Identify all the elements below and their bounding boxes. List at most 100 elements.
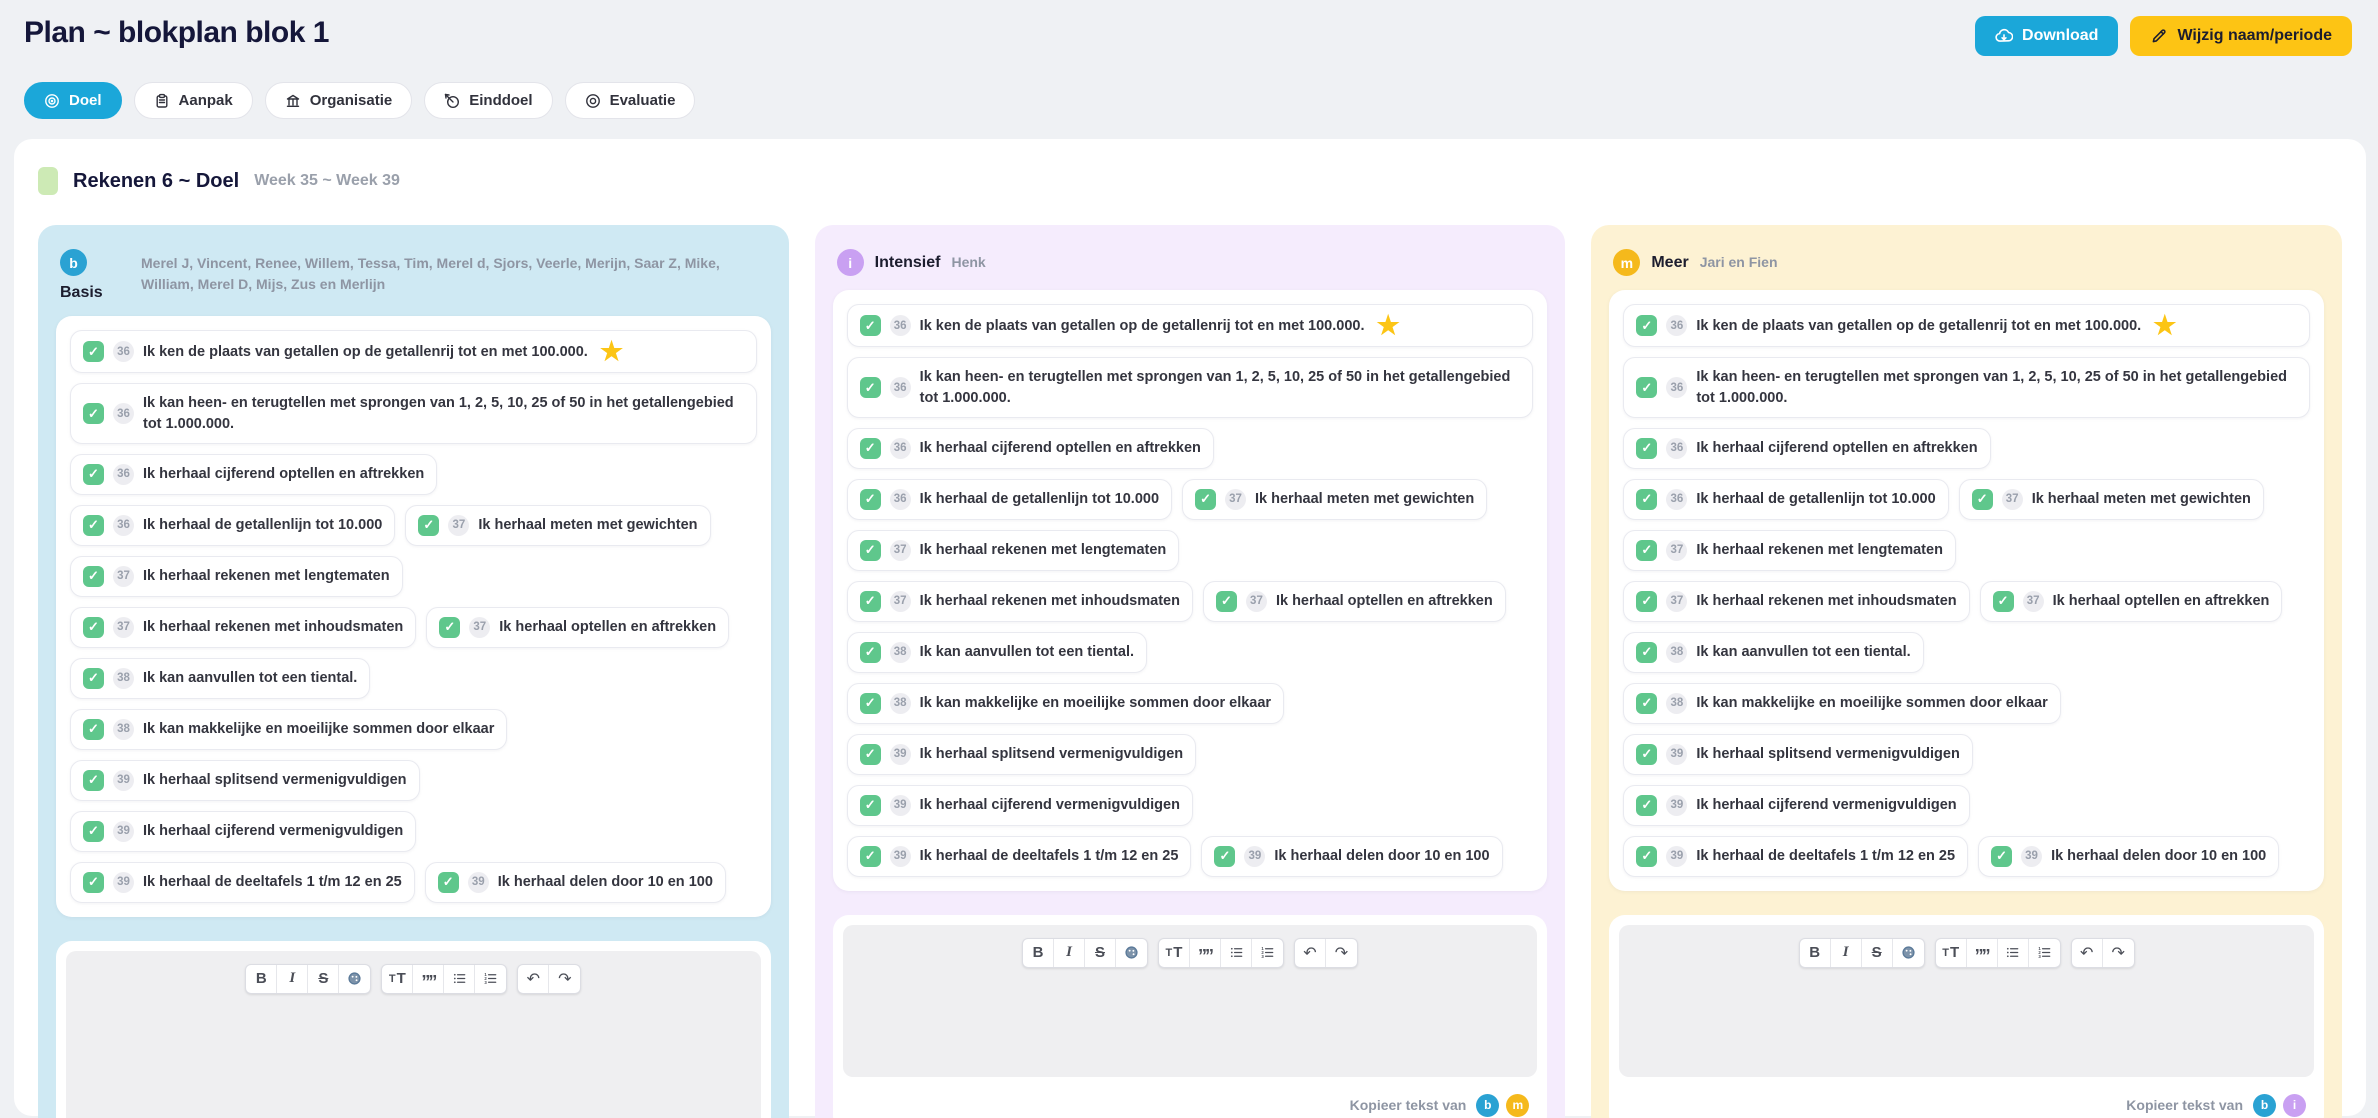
text-color-icon[interactable] (339, 965, 370, 993)
undo-icon[interactable]: ↶ (2072, 938, 2103, 967)
bullet-list-icon[interactable] (444, 964, 476, 993)
checkbox-checked-icon[interactable]: ✓ (1636, 845, 1658, 867)
text-color-icon[interactable] (1893, 939, 1924, 967)
goal-chip[interactable]: ✓ 37 Ik herhaal meten met gewichten (1182, 478, 1488, 520)
goal-chip[interactable]: ✓ 37 Ik herhaal optellen en aftrekken (426, 606, 730, 648)
goal-chip[interactable]: ✓ 36 Ik herhaal cijferend optellen en af… (70, 453, 438, 495)
goal-chip[interactable]: ✓ 39 Ik herhaal splitsend vermenigvuldig… (846, 733, 1197, 775)
goal-chip[interactable]: ✓ 38 Ik kan aanvullen tot een tiental. (846, 631, 1148, 673)
goal-chip[interactable]: ✓ 39 Ik herhaal cijferend vermenigvuldig… (846, 784, 1193, 826)
tab-organisatie[interactable]: Organisatie (264, 82, 413, 119)
goal-chip[interactable]: ✓ 36 Ik kan heen- en terugtellen met spr… (70, 383, 757, 444)
checkbox-checked-icon[interactable]: ✓ (418, 514, 440, 536)
tab-evaluatie[interactable]: Evaluatie (564, 82, 696, 119)
goal-chip[interactable]: ✓ 36 Ik herhaal de getallenlijn tot 10.0… (70, 504, 396, 546)
tab-einddoel[interactable]: Einddoel (424, 82, 553, 119)
italic-icon[interactable]: I (277, 964, 309, 993)
text-color-icon[interactable] (1116, 939, 1147, 967)
goal-chip[interactable]: ✓ 37 Ik herhaal rekenen met lengtematen (70, 555, 403, 597)
goal-chip[interactable]: ✓ 36 Ik herhaal de getallenlijn tot 10.0… (846, 478, 1173, 520)
goal-chip[interactable]: ✓ 37 Ik herhaal meten met gewichten (1958, 478, 2264, 520)
checkbox-checked-icon[interactable]: ✓ (437, 871, 459, 893)
bullet-list-icon[interactable] (1998, 938, 2029, 967)
goal-chip[interactable]: ✓ 37 Ik herhaal rekenen met inhoudsmaten (846, 580, 1193, 622)
blockquote-icon[interactable]: ”” (1190, 938, 1221, 967)
goal-chip[interactable]: ✓ 38 Ik kan makkelijke en moeilijke somm… (1623, 682, 2061, 724)
goal-chip[interactable]: ✓ 37 Ik herhaal rekenen met inhoudsmaten (1623, 580, 1970, 622)
goal-chip[interactable]: ✓ 37 Ik herhaal optellen en aftrekken (1202, 580, 1506, 622)
checkbox-checked-icon[interactable]: ✓ (859, 315, 881, 337)
goal-chip[interactable]: ✓ 39 Ik herhaal delen door 10 en 100 (1978, 835, 2280, 877)
copy-from-b-badge[interactable]: b (1476, 1093, 1500, 1117)
checkbox-checked-icon[interactable]: ✓ (1636, 488, 1658, 510)
checkbox-checked-icon[interactable]: ✓ (1636, 692, 1658, 714)
checkbox-checked-icon[interactable]: ✓ (859, 437, 881, 459)
strikethrough-icon[interactable]: S (308, 964, 340, 993)
notes-textarea[interactable]: B I S T T”” 1 2 3 ↶ ↷ (842, 924, 1538, 1077)
checkbox-checked-icon[interactable]: ✓ (83, 463, 104, 485)
tab-aanpak[interactable]: Aanpak (133, 82, 253, 119)
goal-chip[interactable]: ✓ 36 Ik ken de plaats van getallen op de… (1623, 304, 2311, 348)
checkbox-checked-icon[interactable]: ✓ (1636, 743, 1658, 765)
blockquote-icon[interactable]: ”” (1967, 938, 1998, 967)
undo-icon[interactable]: ↶ (1295, 938, 1326, 967)
checkbox-checked-icon[interactable]: ✓ (859, 488, 881, 510)
goal-chip[interactable]: ✓ 38 Ik kan makkelijke en moeilijke somm… (70, 708, 508, 750)
undo-icon[interactable]: ↶ (518, 964, 550, 993)
goal-chip[interactable]: ✓ 37 Ik herhaal rekenen met inhoudsmaten (70, 606, 417, 648)
italic-icon[interactable]: I (1054, 938, 1085, 967)
checkbox-checked-icon[interactable]: ✓ (83, 667, 104, 689)
checkbox-checked-icon[interactable]: ✓ (1214, 845, 1236, 867)
goal-chip[interactable]: ✓ 39 Ik herhaal cijferend vermenigvuldig… (1623, 784, 1970, 826)
checkbox-checked-icon[interactable]: ✓ (1636, 437, 1658, 459)
checkbox-checked-icon[interactable]: ✓ (859, 641, 881, 663)
checkbox-checked-icon[interactable]: ✓ (439, 616, 461, 638)
checkbox-checked-icon[interactable]: ✓ (1215, 590, 1237, 612)
checkbox-checked-icon[interactable]: ✓ (1636, 641, 1658, 663)
checkbox-checked-icon[interactable]: ✓ (1971, 488, 1993, 510)
strikethrough-icon[interactable]: S (1085, 938, 1116, 967)
checkbox-checked-icon[interactable]: ✓ (83, 341, 104, 363)
checkbox-checked-icon[interactable]: ✓ (83, 871, 104, 893)
checkbox-checked-icon[interactable]: ✓ (859, 692, 881, 714)
checkbox-checked-icon[interactable]: ✓ (1636, 590, 1658, 612)
goal-chip[interactable]: ✓ 38 Ik kan aanvullen tot een tiental. (70, 657, 371, 699)
goal-chip[interactable]: ✓ 36 Ik ken de plaats van getallen op de… (846, 304, 1534, 348)
goal-chip[interactable]: ✓ 37 Ik herhaal optellen en aftrekken (1979, 580, 2283, 622)
checkbox-checked-icon[interactable]: ✓ (83, 565, 104, 587)
checkbox-checked-icon[interactable]: ✓ (1195, 488, 1217, 510)
checkbox-checked-icon[interactable]: ✓ (83, 769, 104, 791)
goal-chip[interactable]: ✓ 36 Ik kan heen- en terugtellen met spr… (1623, 357, 2311, 418)
redo-icon[interactable]: ↷ (549, 965, 580, 993)
checkbox-checked-icon[interactable]: ✓ (83, 403, 104, 425)
copy-from-b-badge[interactable]: b (2253, 1093, 2277, 1117)
checkbox-checked-icon[interactable]: ✓ (859, 590, 881, 612)
goal-chip[interactable]: ✓ 39 Ik herhaal splitsend vermenigvuldig… (70, 759, 420, 801)
copy-from-m-badge[interactable]: m (1506, 1093, 1530, 1117)
goal-chip[interactable]: ✓ 39 Ik herhaal delen door 10 en 100 (424, 861, 726, 903)
checkbox-checked-icon[interactable]: ✓ (859, 794, 881, 816)
goal-chip[interactable]: ✓ 39 Ik herhaal de deeltafels 1 t/m 12 e… (1623, 835, 1969, 877)
goal-chip[interactable]: ✓ 38 Ik kan aanvullen tot een tiental. (1623, 631, 1924, 673)
bold-icon[interactable]: B (1800, 938, 1831, 967)
checkbox-checked-icon[interactable]: ✓ (1992, 590, 2014, 612)
goal-chip[interactable]: ✓ 39 Ik herhaal cijferend vermenigvuldig… (70, 810, 417, 852)
edit-name-period-button[interactable]: Wijzig naam/periode (2130, 16, 2352, 56)
copy-from-i-badge[interactable]: i (2283, 1093, 2307, 1117)
bold-icon[interactable]: B (1023, 938, 1054, 967)
checkbox-checked-icon[interactable]: ✓ (83, 514, 104, 536)
italic-icon[interactable]: I (1831, 938, 1862, 967)
redo-icon[interactable]: ↷ (1326, 939, 1357, 967)
goal-chip[interactable]: ✓ 39 Ik herhaal de deeltafels 1 t/m 12 e… (846, 835, 1192, 877)
checkbox-checked-icon[interactable]: ✓ (1636, 794, 1658, 816)
goal-chip[interactable]: ✓ 36 Ik herhaal cijferend optellen en af… (1623, 427, 1991, 469)
goal-chip[interactable]: ✓ 37 Ik herhaal rekenen met lengtematen (846, 529, 1180, 571)
download-button[interactable]: Download (1975, 16, 2119, 56)
checkbox-checked-icon[interactable]: ✓ (83, 820, 104, 842)
blockquote-icon[interactable]: ”” (413, 964, 445, 993)
checkbox-checked-icon[interactable]: ✓ (859, 743, 881, 765)
